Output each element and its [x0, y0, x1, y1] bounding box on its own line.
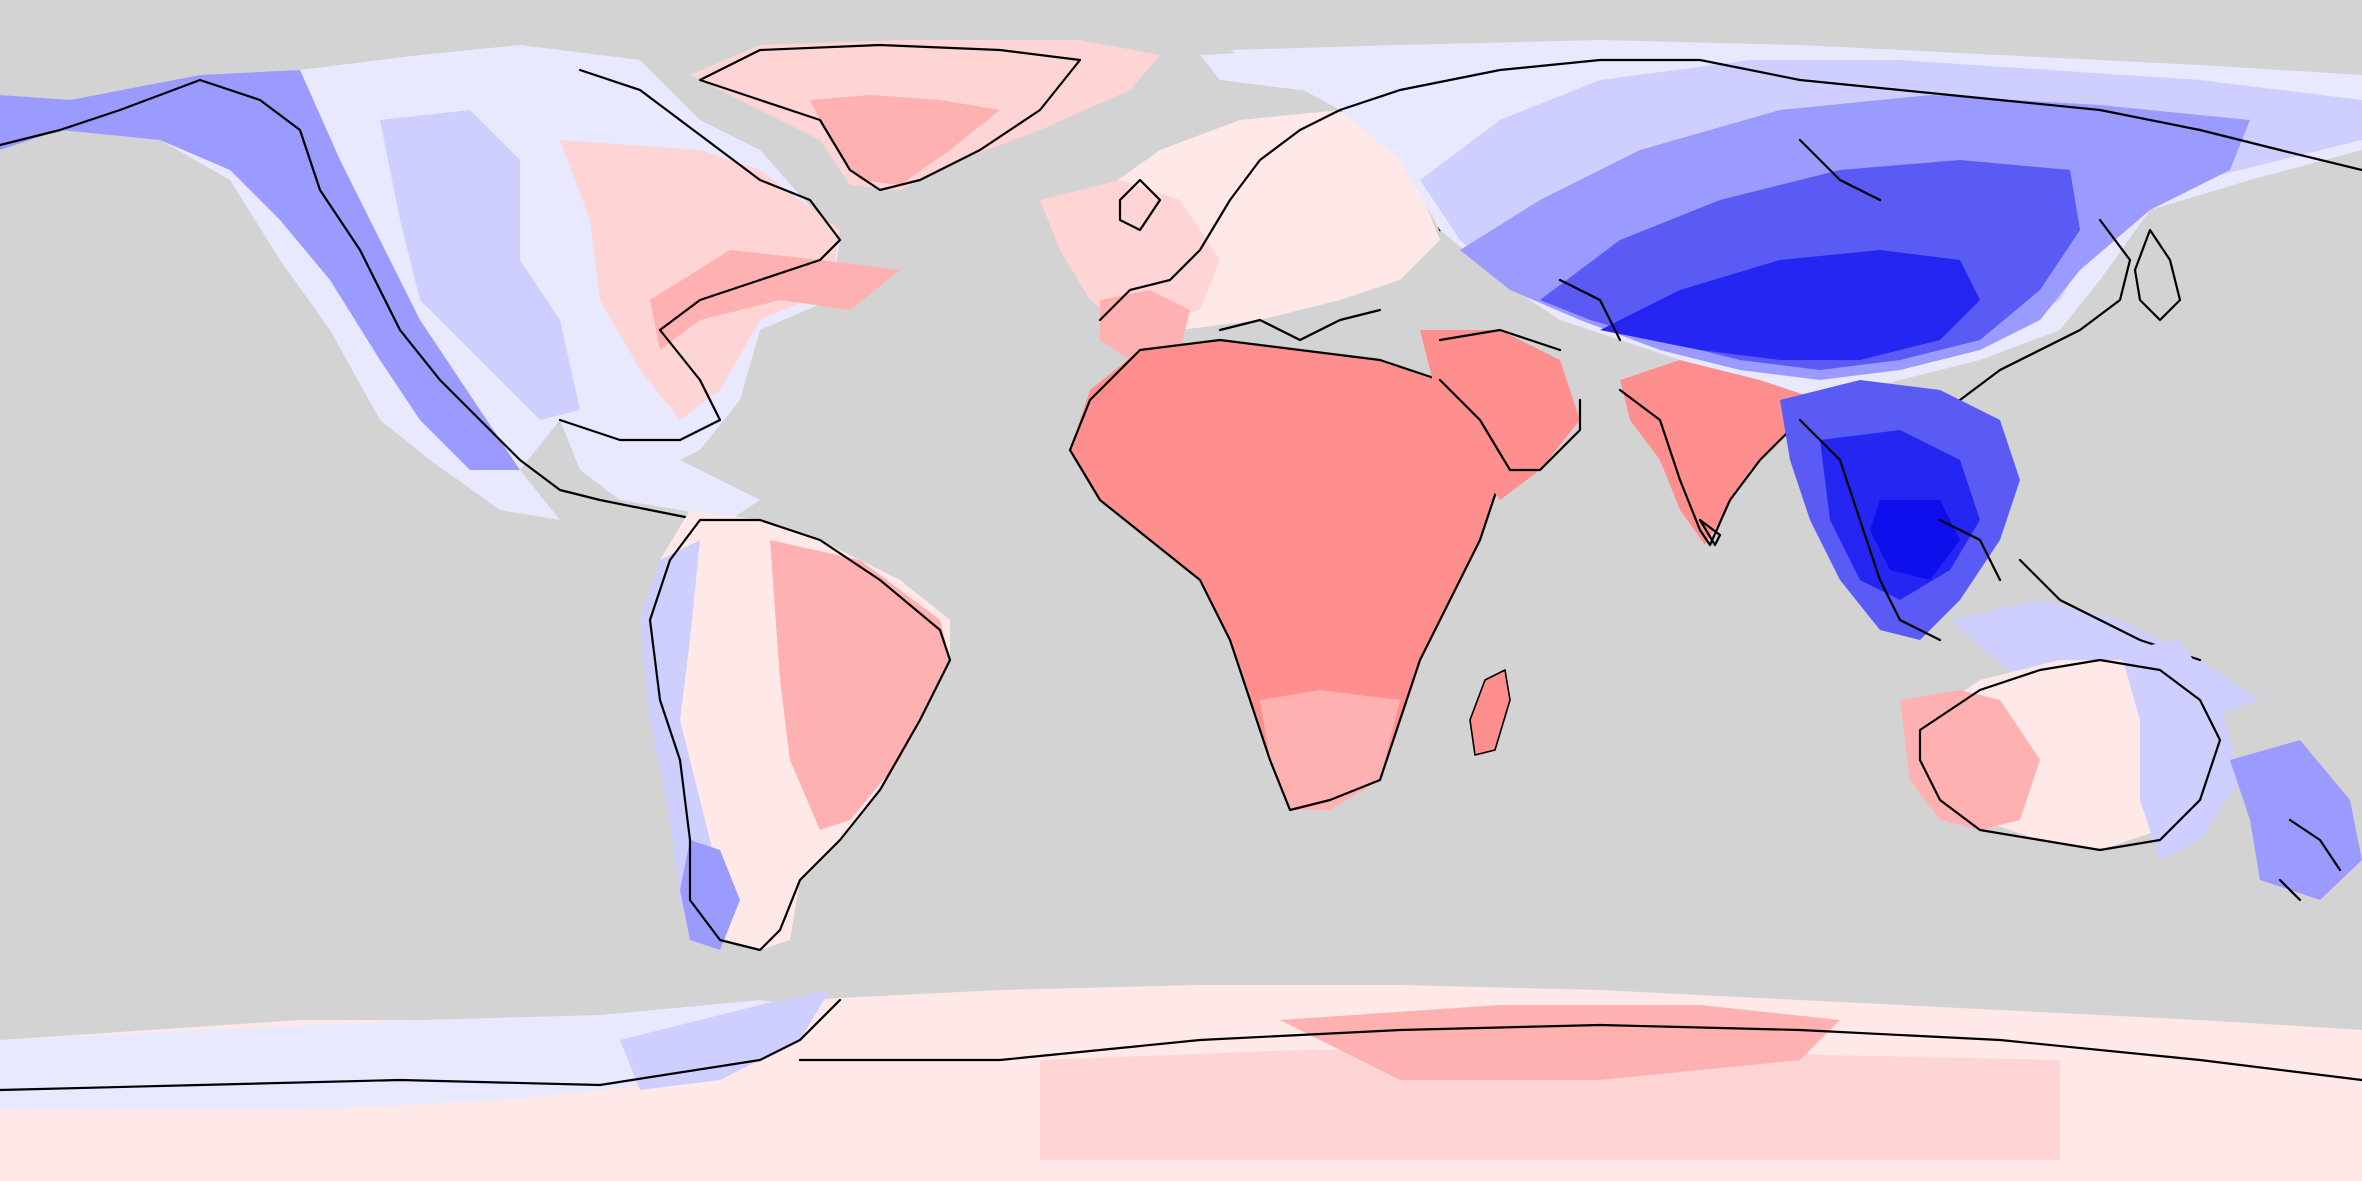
india: [1618, 360, 1820, 547]
middle-east: [1420, 328, 1582, 500]
antarctica-peninsula-blue: [620, 990, 830, 1090]
na-west-blue2: [380, 110, 580, 420]
antarctica-red-band: [1040, 1050, 2060, 1160]
asia-coast: [1338, 58, 2362, 402]
greenland: [690, 40, 1160, 192]
asia-deep-blue: [1600, 250, 1980, 360]
arabia-red: [1420, 330, 1580, 500]
greenland-coast: [698, 43, 1082, 192]
sea-darkest: [1870, 500, 1960, 580]
india-red: [1620, 360, 1820, 545]
sa-coast: [648, 518, 952, 952]
madagascar: [1470, 670, 1510, 755]
sa-west-blue: [640, 540, 720, 940]
australia-coast: [1918, 658, 2222, 852]
arctic-strip: [1200, 50, 1420, 90]
nz-blue: [2230, 740, 2362, 900]
greenland-core: [810, 95, 1000, 185]
madagascar-coast: [1469, 669, 1511, 756]
arabia-coast: [1438, 328, 1582, 472]
africa-coast: [1068, 338, 1502, 812]
japan: [2133, 228, 2182, 322]
antarctica: [0, 985, 2362, 1181]
europe-west-red: [1040, 180, 1220, 330]
australia: [1900, 640, 2362, 902]
antarctica-coast: [0, 998, 2362, 1092]
australia-west-red: [1900, 690, 2040, 830]
na-east-red2: [650, 250, 900, 350]
sa-south-blue: [680, 840, 740, 950]
india-coast: [1618, 388, 1802, 547]
europe: [1040, 108, 1442, 360]
iberia-red: [1100, 290, 1190, 360]
africa: [1068, 338, 1511, 812]
southern-africa: [1260, 690, 1400, 810]
sa-east-red: [770, 540, 950, 830]
australia-east-blue: [2120, 640, 2240, 860]
south-america: [640, 510, 952, 952]
nz-coast: [2278, 818, 2342, 902]
antarctica-red-core: [1280, 1005, 1840, 1080]
na-west-blue: [0, 70, 520, 470]
asia: [1230, 40, 2362, 402]
north-america: [0, 45, 900, 522]
africa-base: [1070, 340, 1500, 810]
na-coast: [0, 68, 842, 522]
central-america: [560, 420, 760, 520]
